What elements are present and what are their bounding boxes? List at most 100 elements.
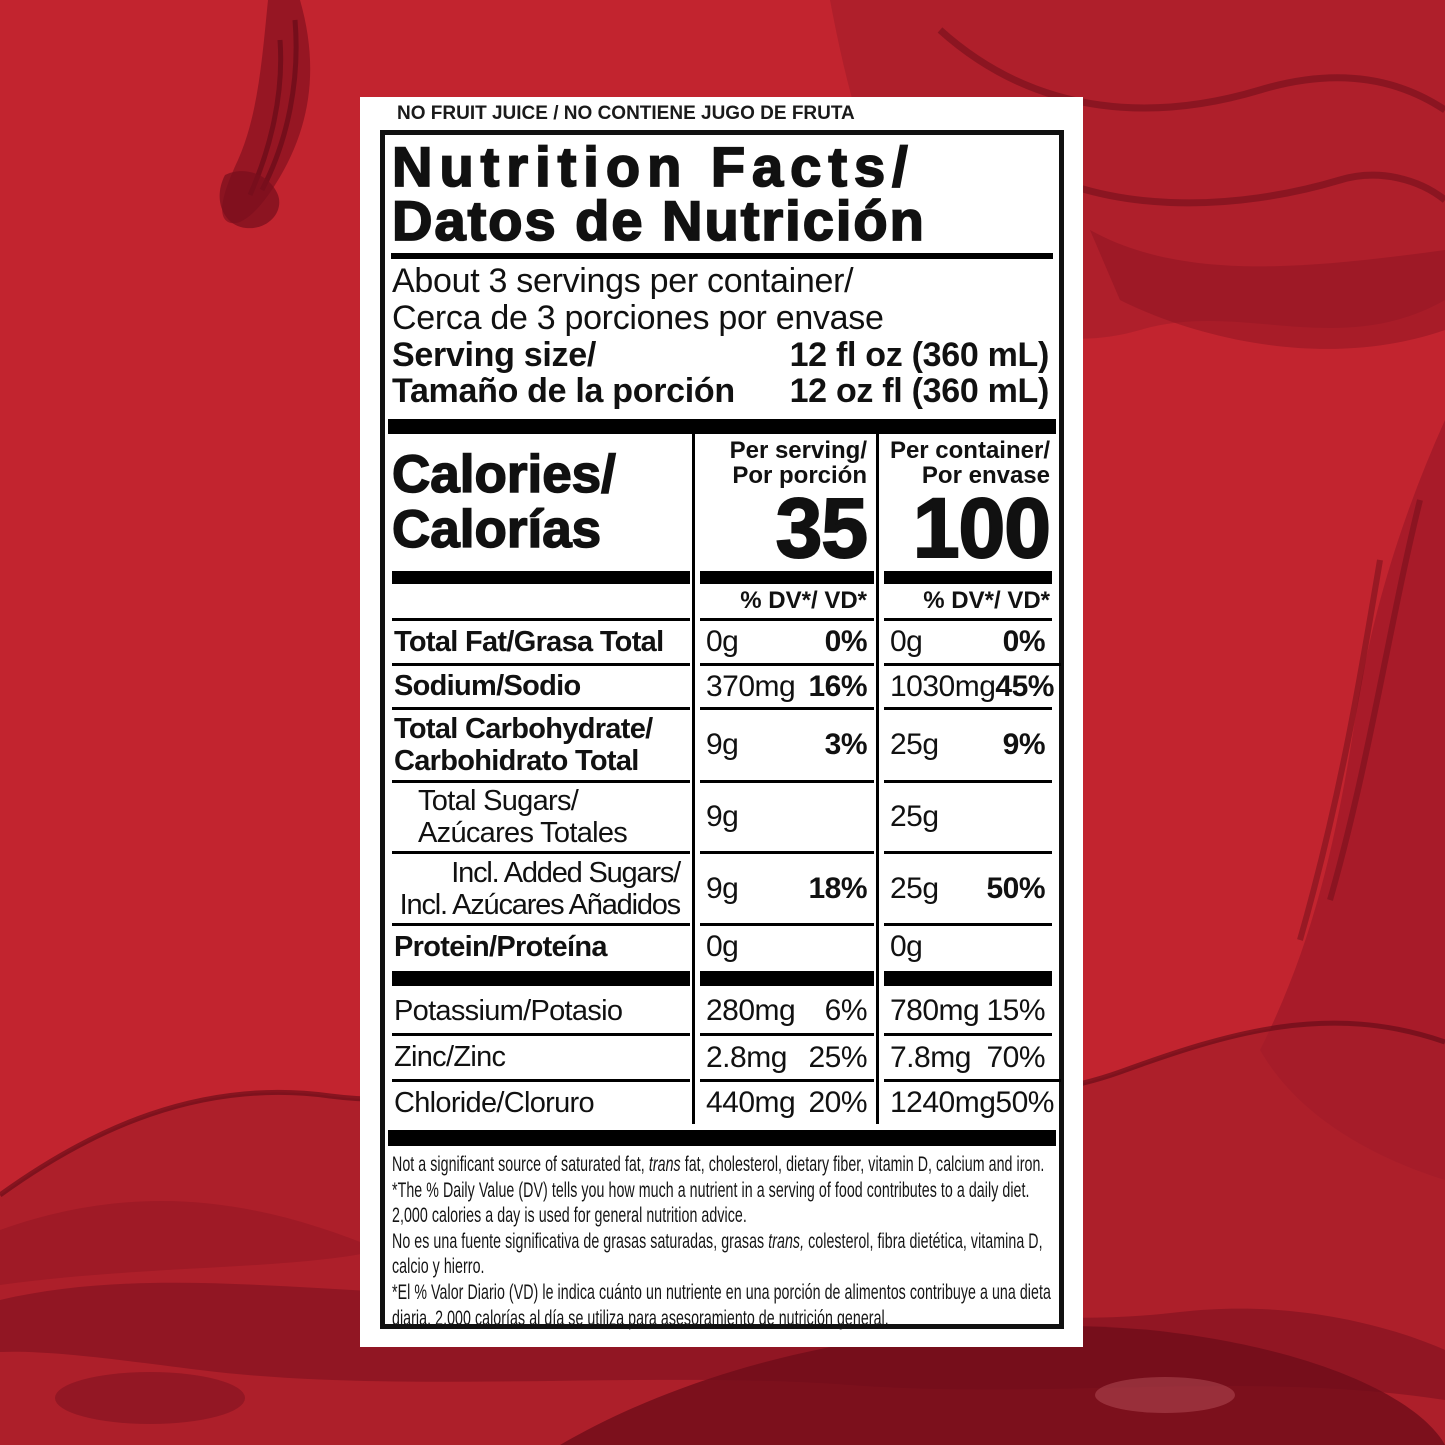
- nutrient-name-es: Incl. Azúcares Añadidos: [399, 888, 682, 921]
- per-container-values: 0g 0%: [884, 618, 1052, 663]
- daily-value: 70%: [986, 1040, 1045, 1074]
- per-serving-values: 280mg 6%: [700, 989, 874, 1033]
- footnote-trans-italic: trans: [648, 1152, 681, 1176]
- per-serving-values: 370mg 16%: [700, 663, 874, 707]
- nutrient-name: Zinc/Zinc: [392, 1033, 690, 1079]
- serving-size-value-en: 12 fl oz (360 mL): [789, 336, 1050, 374]
- calories-label-en: Calories/: [391, 445, 616, 504]
- calories-row: Calories/ Calorías Per serving/ Por porc…: [387, 434, 1057, 571]
- daily-value: 9%: [1002, 728, 1046, 761]
- bar-cell: [879, 571, 1057, 584]
- nutrient-row-zinc: Zinc/Zinc 2.8mg 25% 7.8mg 70%: [387, 1033, 1057, 1079]
- amount: 2.8mg: [706, 1040, 787, 1074]
- per-serving-values: 2.8mg 25%: [700, 1033, 874, 1079]
- per-container-values: 0g: [884, 923, 1052, 968]
- per-container-values: 1030mg 45%: [884, 663, 1061, 707]
- amount: 1240mg: [890, 1086, 996, 1119]
- daily-value: 16%: [808, 669, 867, 703]
- per-container-header-en: Per container/: [889, 437, 1050, 464]
- daily-value: 6%: [824, 994, 868, 1027]
- per-serving-values: 9g 3%: [700, 707, 874, 780]
- daily-value: 20%: [808, 1086, 867, 1119]
- amount: 25g: [890, 728, 939, 761]
- serving-size-row-es: Tamaño de la porción 12 oz fl (360 mL): [392, 373, 1049, 409]
- nutrient-row-total-sugars: Total Sugars/ Azúcares Totales 9g 25g: [387, 780, 1057, 851]
- stream-shape: [222, 0, 311, 224]
- per-container-values: 1240mg 50%: [884, 1079, 1061, 1124]
- daily-value-header-row: % DV*/ VD* % DV*/ VD*: [387, 584, 1057, 618]
- thick-divider-bottom: [388, 1130, 1056, 1146]
- footnote-text: colesterol, fibra dietética, vitamina D,…: [392, 1228, 1043, 1279]
- amount: 9g: [706, 871, 739, 905]
- calories-label: Calories/ Calorías: [387, 434, 695, 571]
- right-flow-streaks: [1297, 499, 1423, 941]
- calories-underline-bars: [387, 571, 1057, 584]
- per-serving-header-es: Por porción: [732, 462, 867, 489]
- no-fruit-juice-banner: NO FRUIT JUICE / NO CONTIENE JUGO DE FRU…: [397, 103, 855, 124]
- amount: 25g: [890, 800, 939, 833]
- nutrient-name-es: Azúcares Totales: [418, 817, 628, 849]
- per-container-values: 25g 9%: [884, 707, 1052, 780]
- nutrient-name-en: Total Sugars/: [418, 785, 579, 817]
- calories-per-container: Per container/ Por envase 100: [879, 434, 1057, 571]
- daily-value: 0%: [1002, 625, 1046, 658]
- per-container-header-es: Por envase: [921, 462, 1050, 489]
- calories-per-container-value: 100: [912, 481, 1052, 575]
- right-flow: [1260, 420, 1445, 1180]
- servings-per-container-es: Cerca de 3 porciones por envase: [392, 299, 884, 337]
- column-divider-1: [692, 434, 695, 1124]
- thick-divider-top: [388, 419, 1056, 434]
- protein-divider-bars: [387, 971, 1057, 986]
- nutrient-row-total-fat: Total Fat/Grasa Total 0g 0% 0g 0%: [387, 618, 1057, 663]
- amount: 0g: [890, 625, 923, 658]
- daily-value: 18%: [808, 871, 867, 905]
- serving-size-value-es: 12 oz fl (360 mL): [789, 372, 1050, 410]
- topright-wave: [1090, 230, 1445, 349]
- amount: 370mg: [706, 669, 796, 703]
- nutrient-name: Protein/Proteína: [392, 923, 690, 968]
- footnote-en-2: *The % Daily Value (DV) tells you how mu…: [392, 1177, 1030, 1228]
- nutrient-name: Incl. Added Sugars/ Incl. Azúcares Añadi…: [392, 851, 690, 923]
- per-container-values: 780mg 15%: [884, 989, 1052, 1033]
- nutrient-row-protein: Protein/Proteína 0g 0g: [387, 923, 1057, 968]
- amount: 0g: [706, 930, 739, 963]
- title-en: Nutrition Facts/: [391, 135, 915, 198]
- calories-label-es: Calorías: [391, 500, 602, 559]
- amount: 780mg: [890, 994, 980, 1027]
- footnote-es-2: *El % Valor Diario (VD) le indica cuánto…: [392, 1279, 1051, 1330]
- per-serving-values: 0g 0%: [700, 618, 874, 663]
- nutrition-facts-box: Nutrition Facts/ Datos de Nutrición Abou…: [380, 130, 1064, 1330]
- nutrition-label-panel: NO FRUIT JUICE / NO CONTIENE JUGO DE FRU…: [360, 97, 1083, 1347]
- amount: 0g: [890, 930, 923, 963]
- footnote-text: fat, cholesterol, dietary fiber, vitamin…: [680, 1152, 1045, 1176]
- bar-cell: [387, 971, 695, 986]
- serving-size-label-en: Serving size/: [392, 336, 596, 374]
- bottom-pool: [560, 1325, 1445, 1445]
- amount: 25g: [890, 871, 939, 905]
- amount: 0g: [706, 625, 739, 658]
- serving-size-label-es: Tamaño de la porción: [392, 372, 735, 410]
- amount: 9g: [706, 800, 739, 833]
- nutrient-row-total-carbohydrate: Total Carbohydrate/ Carbohidrato Total 9…: [387, 707, 1057, 780]
- dv-header-container: % DV*/ VD*: [923, 587, 1050, 614]
- title-rule: [391, 253, 1053, 259]
- amount: 9g: [706, 728, 739, 761]
- daily-value: 45%: [995, 669, 1054, 703]
- daily-value: 0%: [824, 625, 868, 658]
- nutrient-row-chloride: Chloride/Cloruro 440mg 20% 1240mg 50%: [387, 1079, 1061, 1124]
- amount: 440mg: [706, 1086, 796, 1119]
- nutrient-name: Total Carbohydrate/ Carbohidrato Total: [392, 707, 690, 780]
- per-container-values: 25g 50%: [884, 851, 1052, 923]
- footnote-es-1: No es una fuente significativa de grasas…: [392, 1229, 1063, 1280]
- amount: 280mg: [706, 994, 796, 1027]
- per-serving-header: Per serving/ Por porción: [730, 438, 867, 488]
- per-container-values: 25g: [884, 780, 1052, 851]
- daily-value: 50%: [986, 871, 1045, 905]
- pool-highlight: [1095, 1377, 1235, 1413]
- per-container-values: 7.8mg 70%: [884, 1033, 1052, 1079]
- serving-size-row-en: Serving size/ 12 fl oz (360 mL): [392, 337, 1049, 373]
- amount: 1030mg: [890, 669, 996, 703]
- footnote-text: No es una fuente significativa de grasas…: [392, 1228, 769, 1253]
- nutrient-name: Total Sugars/ Azúcares Totales: [392, 780, 690, 851]
